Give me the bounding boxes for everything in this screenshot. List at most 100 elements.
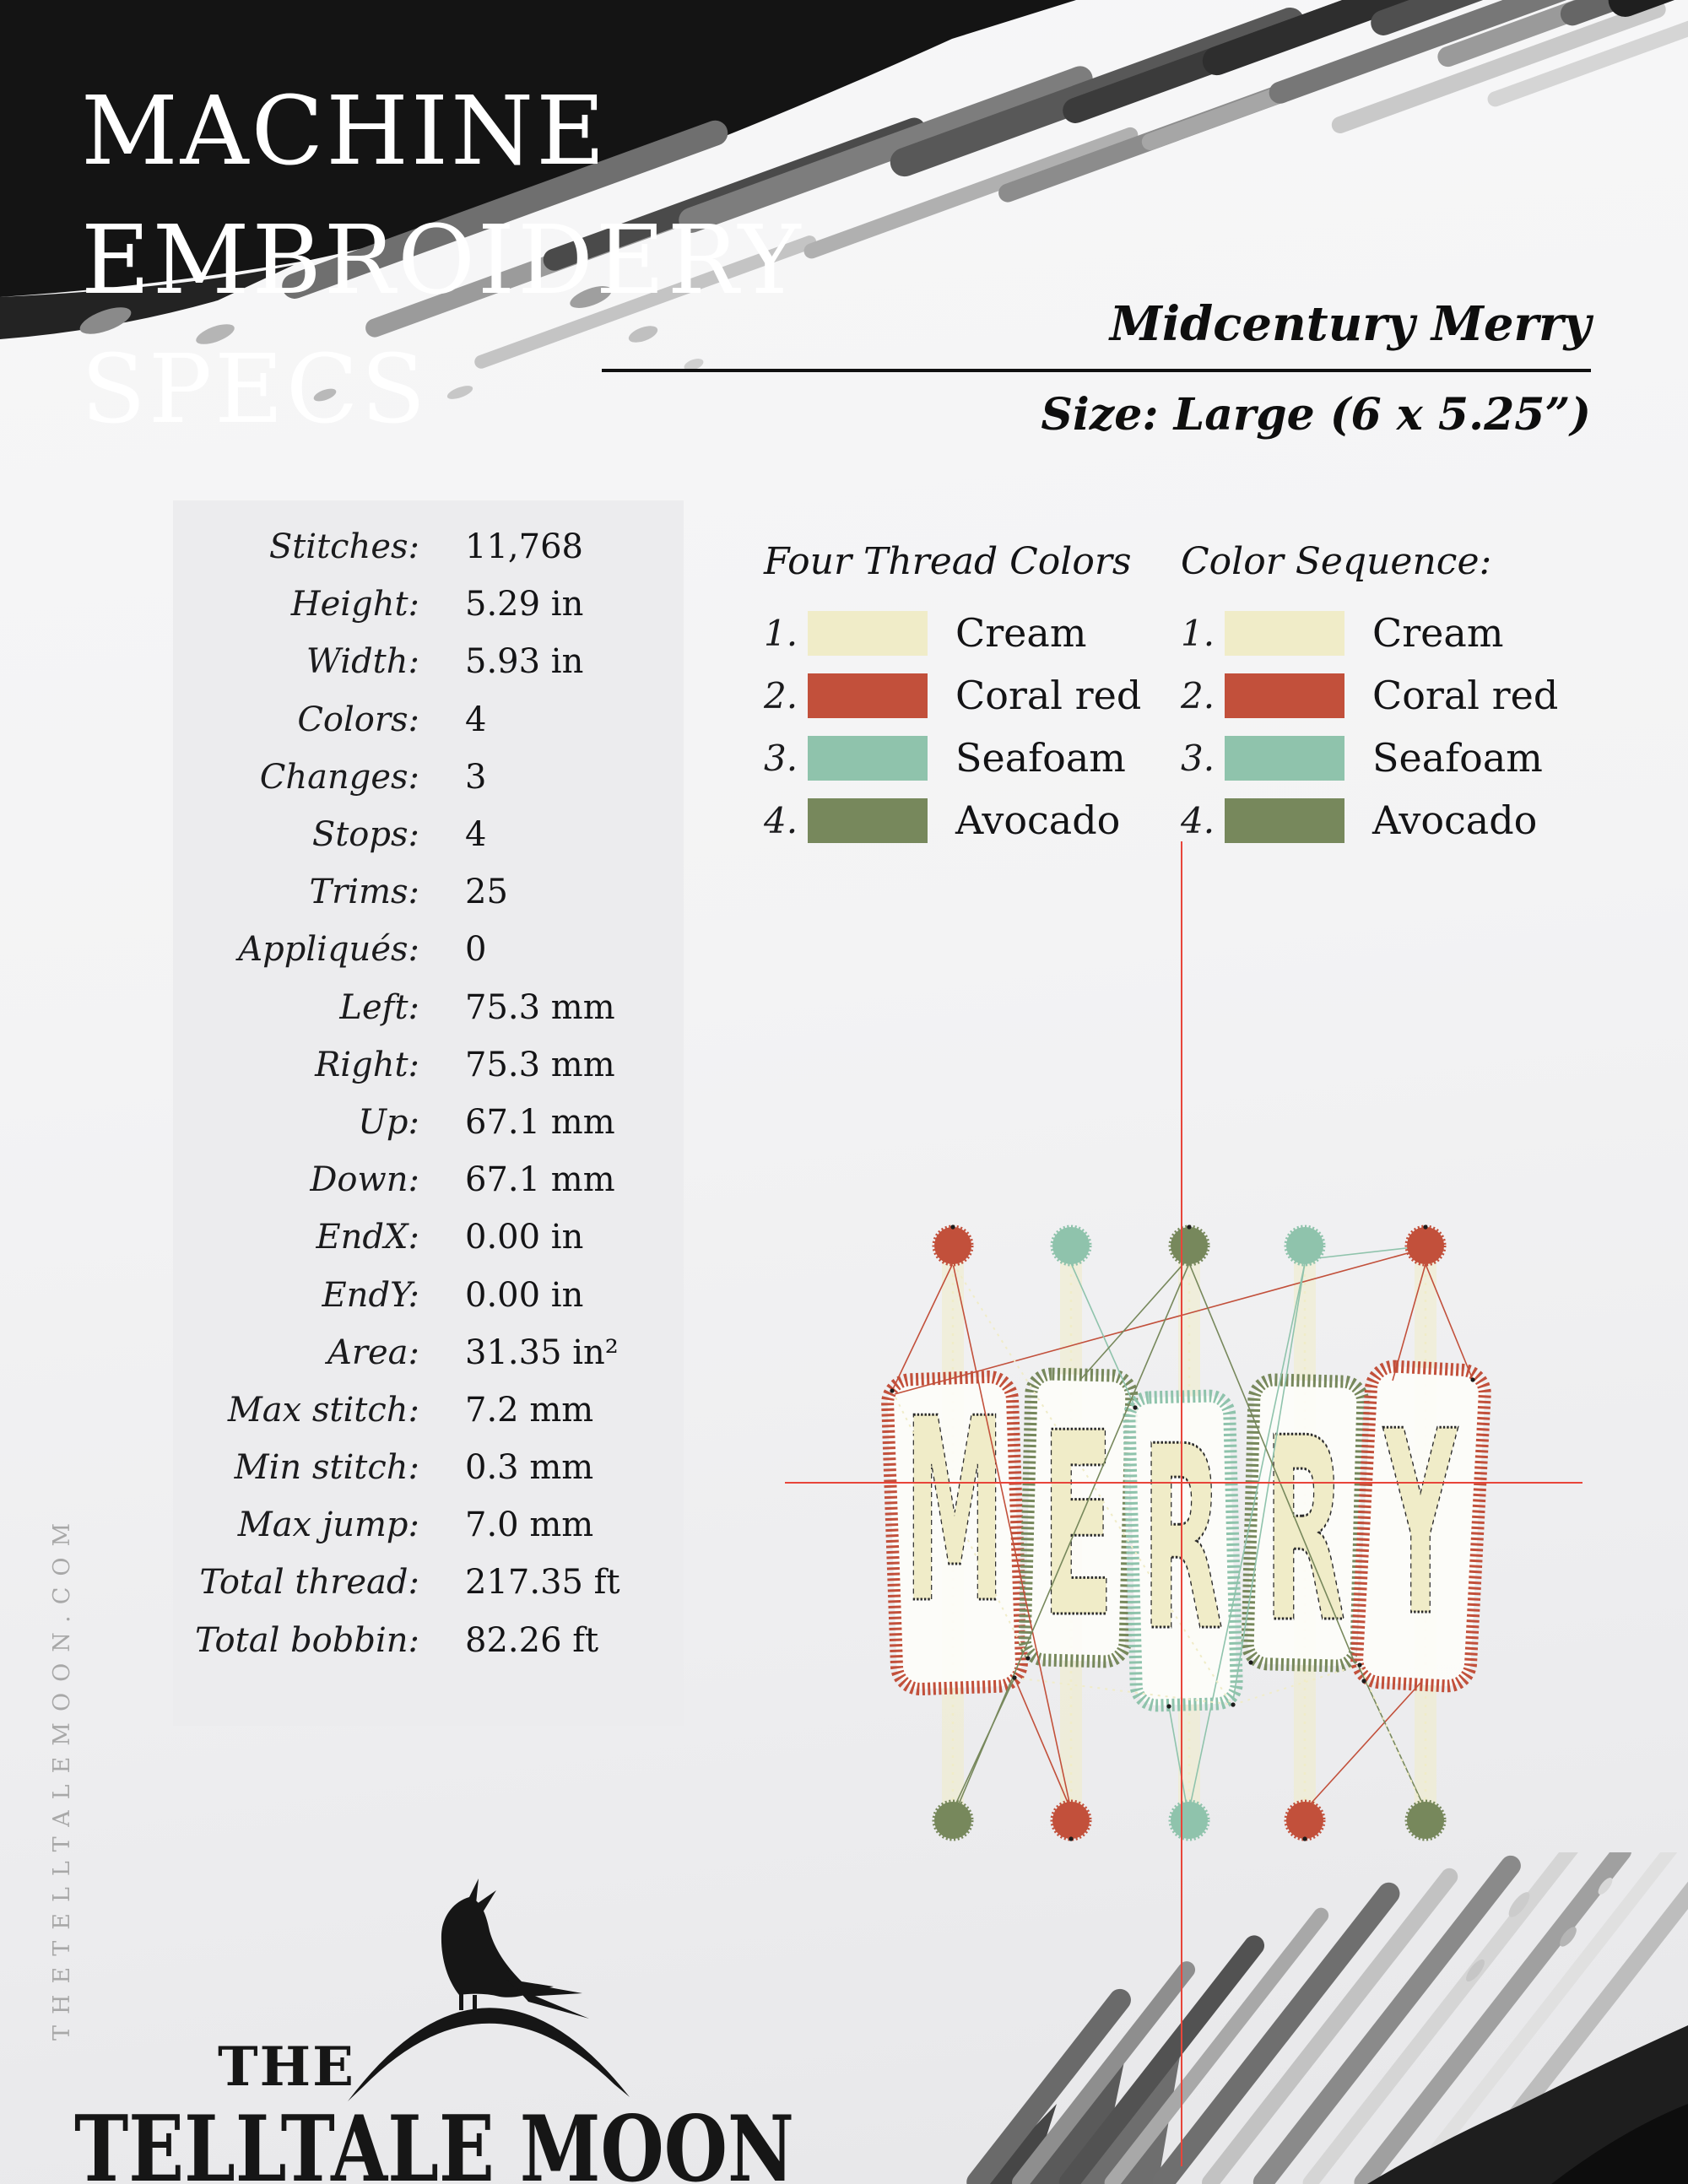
- spec-value: 67.1 mm: [465, 1160, 615, 1200]
- color-name: Cream: [955, 610, 1087, 656]
- spec-value: 217.35 ft: [465, 1563, 620, 1603]
- spec-value: 4: [465, 700, 487, 739]
- spec-label: Total bobbin:: [194, 1620, 419, 1660]
- item-number: 3.: [1181, 737, 1215, 779]
- spec-value: 31.35 in²: [465, 1333, 619, 1372]
- list-item: 2. Coral red: [1181, 664, 1558, 727]
- frame-R2: [1241, 1373, 1370, 1673]
- spec-value: 11,768: [465, 527, 583, 567]
- design-circles-bottom: [932, 1799, 1447, 1841]
- table-row: Max stitch: 7.2 mm: [173, 1381, 684, 1439]
- circle-top-1: [932, 1224, 974, 1267]
- item-number: 2.: [1181, 674, 1215, 716]
- letter-M: M: [904, 1365, 1004, 1659]
- circle-bottom-1: [932, 1799, 974, 1841]
- spec-label: Right:: [315, 1045, 419, 1084]
- spec-label: Total thread:: [199, 1563, 419, 1603]
- crow-moon-logo: [348, 1879, 630, 2101]
- item-number: 4.: [1181, 799, 1215, 841]
- page-title-line-1: MACHINE: [81, 77, 608, 187]
- spec-value: 0.00 in: [465, 1275, 584, 1315]
- table-row: Appliqués: 0: [173, 921, 684, 978]
- circle-top-3: [1168, 1224, 1210, 1267]
- spec-value: 67.1 mm: [465, 1102, 615, 1142]
- table-row: Max jump: 7.0 mm: [173, 1496, 684, 1554]
- spec-label: Changes:: [259, 757, 419, 797]
- color-name: Avocado: [955, 797, 1121, 843]
- frame-R1: [1123, 1389, 1243, 1712]
- spec-label: Left:: [339, 987, 419, 1027]
- spec-value: 75.3 mm: [465, 987, 615, 1027]
- spec-value: 5.29 in: [465, 585, 584, 624]
- thread-colors-title: Four Thread Colors: [764, 540, 1132, 583]
- spec-label: Trims:: [309, 873, 419, 912]
- moon-arc-icon: [348, 2008, 630, 2101]
- table-row: Total bobbin: 82.26 ft: [173, 1612, 684, 1669]
- circle-bottom-4: [1284, 1799, 1326, 1841]
- table-row: Width: 5.93 in: [173, 633, 684, 690]
- frame-Y: [1350, 1360, 1491, 1693]
- design-name: Midcentury Merry: [1109, 296, 1591, 352]
- color-sequence-title: Color Sequence:: [1181, 540, 1492, 583]
- circle-top-2: [1050, 1224, 1092, 1267]
- brand-name-the: THE: [218, 2035, 355, 2099]
- crow-icon: [441, 1879, 589, 2019]
- brush-header-art: [0, 0, 1688, 402]
- spec-label: Max jump:: [237, 1506, 419, 1545]
- list-item: 3. Seafoam: [764, 727, 1141, 789]
- spec-value: 0: [465, 930, 487, 970]
- table-row: Changes: 3: [173, 749, 684, 806]
- spec-value: 7.2 mm: [465, 1390, 594, 1430]
- spec-value: 0.3 mm: [465, 1448, 594, 1488]
- table-row: Total thread: 217.35 ft: [173, 1554, 684, 1611]
- spec-value: 0.00 in: [465, 1218, 584, 1257]
- table-row: Right: 75.3 mm: [173, 1036, 684, 1094]
- color-sequence-section: Color Sequence: 1. Cream 2. Coral red 3.…: [1181, 540, 1558, 851]
- table-row: Stops: 4: [173, 806, 684, 863]
- item-number: 1.: [1181, 612, 1215, 654]
- color-swatch: [1225, 797, 1344, 843]
- color-name: Cream: [1372, 610, 1504, 656]
- jump-stitches-seafoam: [1070, 1246, 1422, 1821]
- list-item: 2. Coral red: [764, 664, 1141, 727]
- item-number: 4.: [764, 799, 798, 841]
- embroidery-preview: M E R R Y: [785, 841, 1582, 2166]
- frame-M: [881, 1370, 1028, 1696]
- spec-label: Min stitch:: [234, 1448, 419, 1488]
- color-swatch: [808, 797, 928, 843]
- list-item: 4. Avocado: [1181, 789, 1558, 851]
- spec-value: 5.93 in: [465, 642, 584, 682]
- spec-value: 7.0 mm: [465, 1506, 594, 1545]
- letter-frames: [881, 1360, 1491, 1712]
- color-swatch: [808, 735, 928, 781]
- color-swatch: [1225, 610, 1344, 656]
- color-swatch: [808, 673, 928, 718]
- stitch-markers: [890, 1224, 1475, 1841]
- circle-bottom-5: [1404, 1799, 1447, 1841]
- list-item: 1. Cream: [1181, 602, 1558, 664]
- circle-bottom-2: [1050, 1799, 1092, 1841]
- spec-label: Colors:: [297, 700, 419, 739]
- website-vertical-text: THETELLTALEMOON.COM: [49, 1511, 75, 2041]
- color-swatch: [1225, 735, 1344, 781]
- spec-label: EndY:: [322, 1275, 419, 1315]
- circle-top-4: [1284, 1224, 1326, 1267]
- table-row: EndY: 0.00 in: [173, 1266, 684, 1323]
- spec-value: 75.3 mm: [465, 1045, 615, 1084]
- table-row: Up: 67.1 mm: [173, 1094, 684, 1151]
- letter-R2: R: [1263, 1384, 1345, 1679]
- spec-label: Stitches:: [268, 527, 419, 567]
- item-number: 3.: [764, 737, 798, 779]
- color-name: Seafoam: [955, 735, 1126, 781]
- header-divider: [602, 369, 1591, 372]
- spec-label: Stops:: [311, 815, 419, 855]
- spec-label: Max stitch:: [227, 1390, 419, 1430]
- size-label: Size: Large (6 x 5.25”): [1041, 389, 1591, 441]
- table-row: Left: 75.3 mm: [173, 979, 684, 1036]
- spec-label: Height:: [290, 585, 419, 624]
- letter-E: E: [1041, 1379, 1114, 1673]
- spec-value: 3: [465, 757, 487, 797]
- spec-label: Down:: [310, 1160, 419, 1200]
- color-swatch: [808, 610, 928, 656]
